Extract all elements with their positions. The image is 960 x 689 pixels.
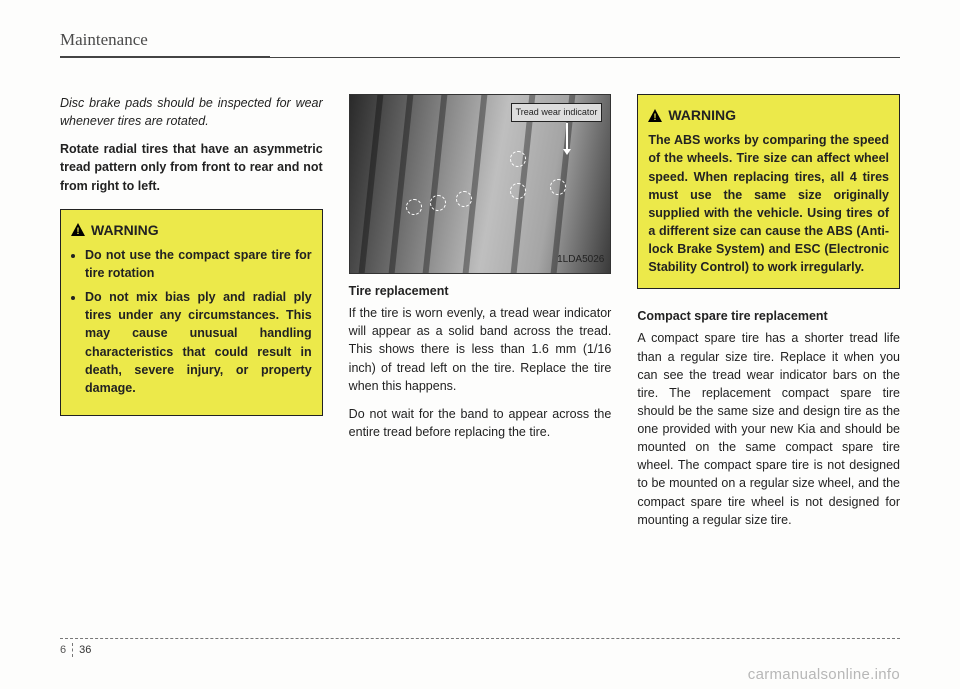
warning-box-1: ! WARNING Do not use the compact spare t… bbox=[60, 209, 323, 416]
warning-title-1: WARNING bbox=[91, 220, 159, 240]
compact-spare-head: Compact spare tire replacement bbox=[637, 307, 900, 325]
header-underline-thin bbox=[60, 57, 900, 58]
warning-title-2: WARNING bbox=[668, 105, 736, 125]
tire-label: Tread wear indicator bbox=[511, 103, 603, 122]
warning-icon: ! bbox=[648, 109, 662, 122]
compact-spare-para: A compact spare tire has a shorter tread… bbox=[637, 329, 900, 528]
svg-text:!: ! bbox=[654, 112, 657, 122]
column-1: Disc brake pads should be inspected for … bbox=[60, 94, 323, 539]
tire-replacement-head: Tire replacement bbox=[349, 282, 612, 300]
tire-image: Tread wear indicator 1LDA5026 bbox=[349, 94, 612, 274]
tire-replacement-para1: If the tire is worn evenly, a tread wear… bbox=[349, 304, 612, 395]
warning-item-2: Do not mix bias ply and radial ply tires… bbox=[85, 288, 312, 397]
svg-text:!: ! bbox=[77, 226, 80, 236]
warning-head-2: ! WARNING bbox=[648, 105, 889, 125]
rotate-paragraph: Rotate radial tires that have an asymmet… bbox=[60, 140, 323, 194]
tire-replacement-para2: Do not wait for the band to appear acros… bbox=[349, 405, 612, 441]
intro-paragraph: Disc brake pads should be inspected for … bbox=[60, 94, 323, 130]
footer: 6 36 bbox=[60, 638, 900, 657]
warning-item-1: Do not use the compact spare tire for ti… bbox=[85, 246, 312, 282]
warning-box-2: ! WARNING The ABS works by comparing the… bbox=[637, 94, 900, 289]
column-3: ! WARNING The ABS works by comparing the… bbox=[637, 94, 900, 539]
warning-head-1: ! WARNING bbox=[71, 220, 312, 240]
tire-image-code: 1LDA5026 bbox=[557, 253, 604, 268]
page-number: 36 bbox=[79, 644, 91, 656]
column-2: Tread wear indicator 1LDA5026 Tire repla… bbox=[349, 94, 612, 539]
section-title: Maintenance bbox=[60, 30, 156, 50]
warning-icon: ! bbox=[71, 223, 85, 236]
chapter-number: 6 bbox=[60, 644, 66, 656]
watermark: carmanualsonline.info bbox=[748, 666, 900, 683]
warning-body-2: The ABS works by comparing the speed of … bbox=[648, 131, 889, 276]
